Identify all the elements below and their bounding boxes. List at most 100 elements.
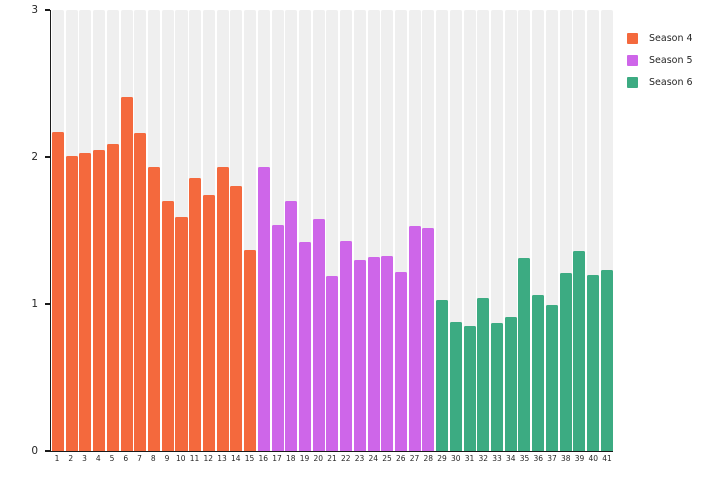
x-tick-label: 10 <box>176 454 186 463</box>
bar-slot <box>52 10 65 451</box>
bar-slot <box>202 10 215 451</box>
bar-episode-34[interactable] <box>504 317 517 451</box>
bar-slot <box>271 10 284 451</box>
bar-episode-6[interactable] <box>120 96 133 451</box>
x-tick-label: 36 <box>533 454 544 463</box>
bar-episode-37[interactable] <box>545 305 558 451</box>
bar-slot <box>381 10 394 451</box>
x-tick-label: 11 <box>189 454 200 463</box>
x-tick-label: 9 <box>164 454 170 463</box>
bar-slot <box>175 10 188 451</box>
x-tick-label: 17 <box>272 454 282 463</box>
bar-episode-22[interactable] <box>340 240 353 451</box>
bar-slot <box>422 10 435 451</box>
bar-episode-27[interactable] <box>408 226 421 451</box>
bar-episode-4[interactable] <box>93 149 106 451</box>
bar-slot <box>134 10 147 451</box>
x-tick-label: 24 <box>368 454 379 463</box>
bar-slot <box>408 10 421 451</box>
bar-episode-3[interactable] <box>79 152 92 451</box>
bar-episode-9[interactable] <box>161 201 174 451</box>
bar-slot <box>532 10 545 451</box>
legend-swatch-icon <box>627 76 638 88</box>
bar-episode-14[interactable] <box>230 186 243 451</box>
bar-episode-13[interactable] <box>216 167 229 451</box>
bar-episode-23[interactable] <box>353 259 366 451</box>
bar-episode-29[interactable] <box>436 299 449 451</box>
bar-episode-36[interactable] <box>532 295 545 451</box>
bar-episode-38[interactable] <box>559 273 572 451</box>
bar-episode-5[interactable] <box>106 143 119 451</box>
bar-slot <box>436 10 449 451</box>
bar-episode-21[interactable] <box>326 276 339 451</box>
bar-slot <box>79 10 92 451</box>
bar-slot <box>600 10 613 451</box>
x-tick-label: 18 <box>286 454 296 463</box>
x-tick-label: 5 <box>109 454 115 463</box>
x-tick-label: 30 <box>451 454 461 463</box>
x-tick-label: 40 <box>588 454 599 463</box>
bar-episode-11[interactable] <box>189 177 202 451</box>
legend: Season 4 Season 5 Season 6 <box>627 27 693 93</box>
bar-slot <box>353 10 366 451</box>
x-tick-label: 39 <box>574 454 585 463</box>
bar-episode-18[interactable] <box>285 201 298 451</box>
bar-episode-40[interactable] <box>587 274 600 451</box>
bar-episode-1[interactable] <box>52 132 65 451</box>
bar-slot <box>573 10 586 451</box>
bar-slot <box>257 10 270 451</box>
bar-slot <box>161 10 174 451</box>
x-tick-label: 33 <box>492 454 502 463</box>
bar-slot <box>587 10 600 451</box>
bar-episode-7[interactable] <box>134 133 147 451</box>
x-tick-label: 23 <box>354 454 365 463</box>
x-tick-label: 27 <box>409 454 420 463</box>
y-tick-mark <box>45 303 50 305</box>
x-tick-label: 20 <box>313 454 324 463</box>
bar-episode-16[interactable] <box>257 167 270 451</box>
x-tick-label: 29 <box>437 454 447 463</box>
bar-episode-19[interactable] <box>298 242 311 451</box>
bar-episode-8[interactable] <box>148 167 161 451</box>
x-tick-label: 25 <box>382 454 392 463</box>
legend-item-season-6[interactable]: Season 6 <box>627 71 693 93</box>
legend-item-season-5[interactable]: Season 5 <box>627 49 693 71</box>
bar-slot <box>93 10 106 451</box>
bar-episode-17[interactable] <box>271 224 284 451</box>
bar-slot <box>285 10 298 451</box>
legend-swatch-icon <box>627 32 638 44</box>
y-tick-label: 2 <box>31 150 38 163</box>
bar-episode-30[interactable] <box>449 321 462 451</box>
bar-slot <box>326 10 339 451</box>
bar-episode-24[interactable] <box>367 256 380 451</box>
x-tick-label: 13 <box>217 454 227 463</box>
x-tick-label: 7 <box>137 454 142 463</box>
x-tick-label: 12 <box>203 454 214 463</box>
bar-episode-33[interactable] <box>491 323 504 451</box>
bar-episode-39[interactable] <box>573 251 586 451</box>
bar-episode-31[interactable] <box>463 326 476 451</box>
bar-episode-26[interactable] <box>394 271 407 451</box>
x-tick-label: 19 <box>299 454 310 463</box>
bar-episode-32[interactable] <box>477 298 490 451</box>
bar-episode-10[interactable] <box>175 217 188 451</box>
bar-slot <box>340 10 353 451</box>
x-tick-label: 38 <box>561 454 571 463</box>
legend-label: Season 4 <box>649 32 693 44</box>
bar-episode-12[interactable] <box>202 195 215 451</box>
bar-episode-2[interactable] <box>65 155 78 451</box>
bars-layer <box>52 10 613 451</box>
legend-item-season-4[interactable]: Season 4 <box>627 27 693 49</box>
bar-episode-35[interactable] <box>518 258 531 451</box>
bar-episode-20[interactable] <box>312 218 325 451</box>
x-tick-label: 1 <box>54 454 60 463</box>
bar-episode-15[interactable] <box>244 249 257 451</box>
x-tick-label: 32 <box>478 454 489 463</box>
legend-label: Season 6 <box>649 76 693 88</box>
bar-episode-25[interactable] <box>381 255 394 451</box>
bar-episode-28[interactable] <box>422 227 435 451</box>
bar-episode-41[interactable] <box>600 270 613 451</box>
plot-area <box>50 10 613 452</box>
y-tick-mark <box>45 9 50 11</box>
